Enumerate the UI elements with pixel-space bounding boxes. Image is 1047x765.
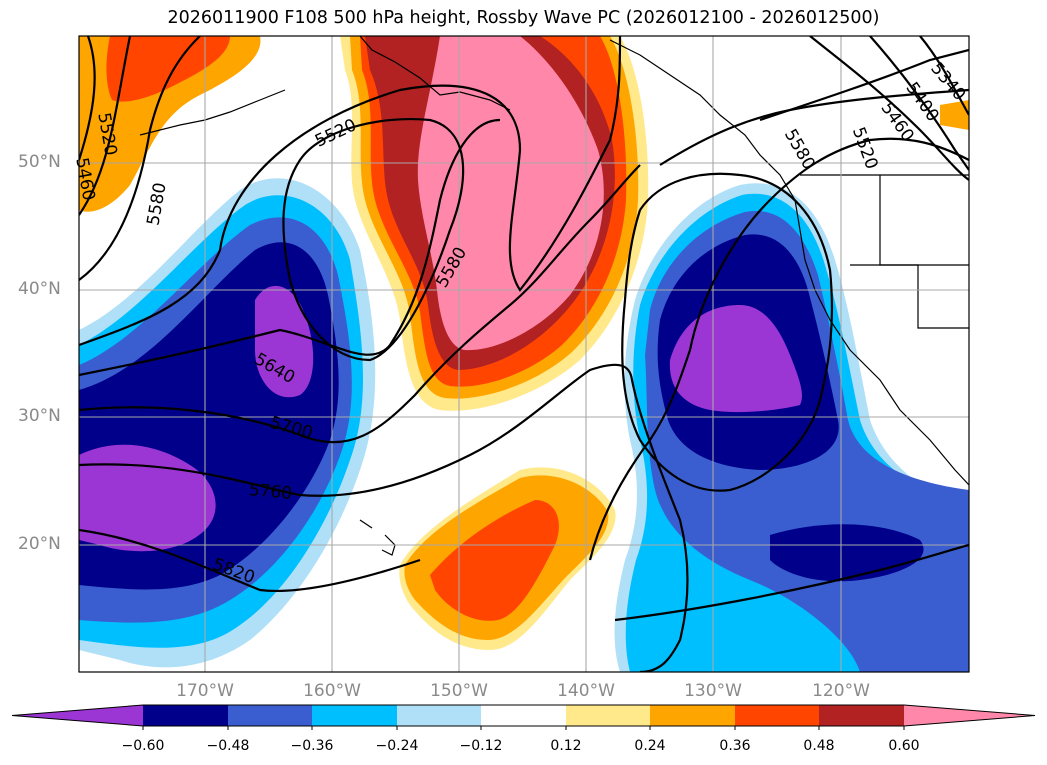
colorbar-segment <box>228 705 312 726</box>
colorbar-tick-label: −0.24 <box>375 738 419 754</box>
colorbar-tick-label: −0.48 <box>206 738 250 754</box>
south-positive-anomaly <box>399 467 616 650</box>
longitude-label: 150°W <box>430 681 488 701</box>
longitude-label: 120°W <box>812 681 870 701</box>
east-negative-anomaly <box>614 100 969 672</box>
colorbar-tick-label: 0.60 <box>888 738 920 754</box>
colorbar-segment <box>397 705 481 726</box>
colorbar-tick-label: −0.36 <box>290 738 334 754</box>
map-canvas: 5520 5460 5520 5580 5580 5640 5700 5760 … <box>71 35 970 673</box>
colorbar-segment <box>650 705 735 726</box>
latitude-label: 40°N <box>18 279 61 299</box>
latitude-label: 20°N <box>18 534 61 554</box>
height-contours <box>79 36 969 672</box>
longitude-label: 160°W <box>303 681 361 701</box>
colorbar-extend-min <box>12 705 143 726</box>
colorbar-extend-max <box>904 705 1035 726</box>
longitude-label: 140°W <box>557 681 615 701</box>
colorbar-tick-label: 0.48 <box>803 738 835 754</box>
colorbar-segments <box>11 704 1036 730</box>
colorbar-tick-label: 0.12 <box>550 738 582 754</box>
colorbar-tick-label: −0.60 <box>121 738 165 754</box>
colorbar-segment <box>819 705 904 726</box>
colorbar-segment <box>735 705 819 726</box>
colorbar-tick-label: −0.12 <box>459 738 503 754</box>
longitude-label: 170°W <box>176 681 234 701</box>
latitude-label: 30°N <box>18 406 61 426</box>
map-frame <box>78 35 970 673</box>
colorbar-tick-label: 0.36 <box>719 738 751 754</box>
latitude-label: 50°N <box>18 152 61 172</box>
longitude-label: 130°W <box>684 681 742 701</box>
colorbar-tick-label: 0.24 <box>634 738 666 754</box>
colorbar-segment <box>312 705 397 726</box>
colorbar-segment <box>481 705 566 726</box>
colorbar-segment <box>143 705 228 726</box>
colorbar-outline <box>11 704 1036 727</box>
contour-label: 5760 <box>248 480 293 504</box>
colorbar-segment <box>566 705 650 726</box>
northwest-positive-anomaly <box>79 36 261 212</box>
map-title: 2026011900 F108 500 hPa height, Rossby W… <box>167 8 880 28</box>
